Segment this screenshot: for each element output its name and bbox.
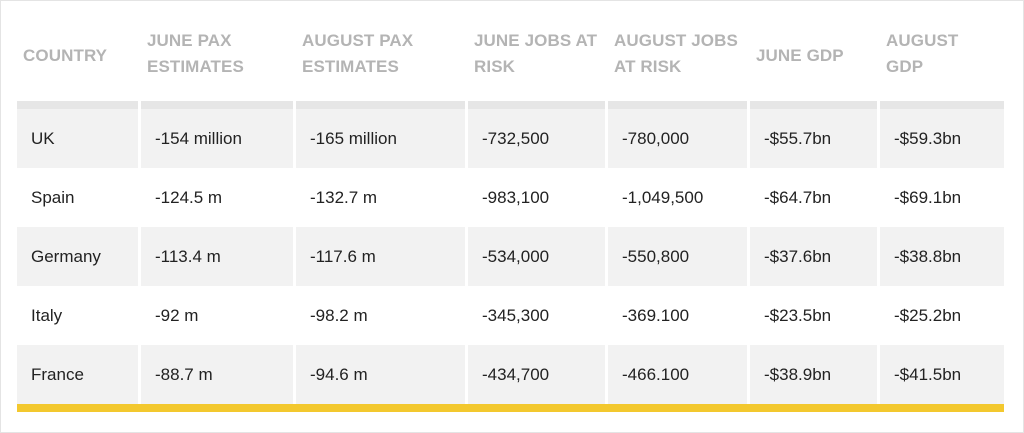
- cell-june-gdp: -$38.9bn: [750, 345, 880, 404]
- table-row: Spain -124.5 m -132.7 m -983,100 -1,049,…: [17, 168, 1004, 227]
- table-row: France -88.7 m -94.6 m -434,700 -466.100…: [17, 345, 1004, 404]
- table-row: UK -154 million -165 million -732,500 -7…: [17, 109, 1004, 168]
- header-country: COUNTRY: [23, 46, 108, 65]
- cell-june-gdp: -$64.7bn: [750, 168, 880, 227]
- data-table: COUNTRY JUNE PAX ESTIMATES AUGUST PAX ES…: [17, 28, 1004, 412]
- cell-august-jobs: -780,000: [608, 109, 750, 168]
- cell-june-jobs: -983,100: [468, 168, 608, 227]
- cell-august-jobs: -466.100: [608, 345, 750, 404]
- table-row: Italy -92 m -98.2 m -345,300 -369.100 -$…: [17, 286, 1004, 345]
- cell-june-gdp: -$23.5bn: [750, 286, 880, 345]
- cell-june-pax: -92 m: [141, 286, 296, 345]
- table-top-rule: [17, 101, 1004, 109]
- cell-august-pax: -98.2 m: [296, 286, 468, 345]
- cell-country: France: [17, 345, 141, 404]
- cell-august-gdp: -$38.8bn: [880, 227, 1004, 286]
- cell-august-jobs: -550,800: [608, 227, 750, 286]
- cell-june-jobs: -732,500: [468, 109, 608, 168]
- cell-august-gdp: -$59.3bn: [880, 109, 1004, 168]
- header-august-gdp: AUGUST GDP: [886, 31, 959, 76]
- cell-august-gdp: -$69.1bn: [880, 168, 1004, 227]
- cell-country: UK: [17, 109, 141, 168]
- table-header-row: COUNTRY JUNE PAX ESTIMATES AUGUST PAX ES…: [17, 28, 1004, 96]
- cell-august-pax: -165 million: [296, 109, 468, 168]
- cell-june-gdp: -$55.7bn: [750, 109, 880, 168]
- cell-august-gdp: -$25.2bn: [880, 286, 1004, 345]
- header-august-jobs-at-risk: AUGUST JOBS AT RISK: [614, 31, 738, 76]
- cell-june-pax: -88.7 m: [141, 345, 296, 404]
- cell-june-jobs: -434,700: [468, 345, 608, 404]
- cell-june-jobs: -345,300: [468, 286, 608, 345]
- header-august-pax-estimates: AUGUST PAX ESTIMATES: [302, 31, 414, 76]
- table-row: Germany -113.4 m -117.6 m -534,000 -550,…: [17, 227, 1004, 286]
- cell-august-pax: -132.7 m: [296, 168, 468, 227]
- cell-country: Italy: [17, 286, 141, 345]
- cell-june-gdp: -$37.6bn: [750, 227, 880, 286]
- table-body: UK -154 million -165 million -732,500 -7…: [17, 101, 1004, 412]
- cell-country: Germany: [17, 227, 141, 286]
- accent-bar: [17, 404, 1004, 412]
- cell-june-pax: -154 million: [141, 109, 296, 168]
- cell-country: Spain: [17, 168, 141, 227]
- header-june-jobs-at-risk: JUNE JOBS AT RISK: [474, 31, 598, 76]
- cell-june-pax: -113.4 m: [141, 227, 296, 286]
- header-june-pax-estimates: JUNE PAX ESTIMATES: [147, 31, 244, 76]
- cell-august-jobs: -1,049,500: [608, 168, 750, 227]
- cell-august-pax: -117.6 m: [296, 227, 468, 286]
- cell-june-jobs: -534,000: [468, 227, 608, 286]
- cell-august-pax: -94.6 m: [296, 345, 468, 404]
- cell-june-pax: -124.5 m: [141, 168, 296, 227]
- cell-august-gdp: -$41.5bn: [880, 345, 1004, 404]
- header-june-gdp: JUNE GDP: [756, 46, 844, 65]
- cell-august-jobs: -369.100: [608, 286, 750, 345]
